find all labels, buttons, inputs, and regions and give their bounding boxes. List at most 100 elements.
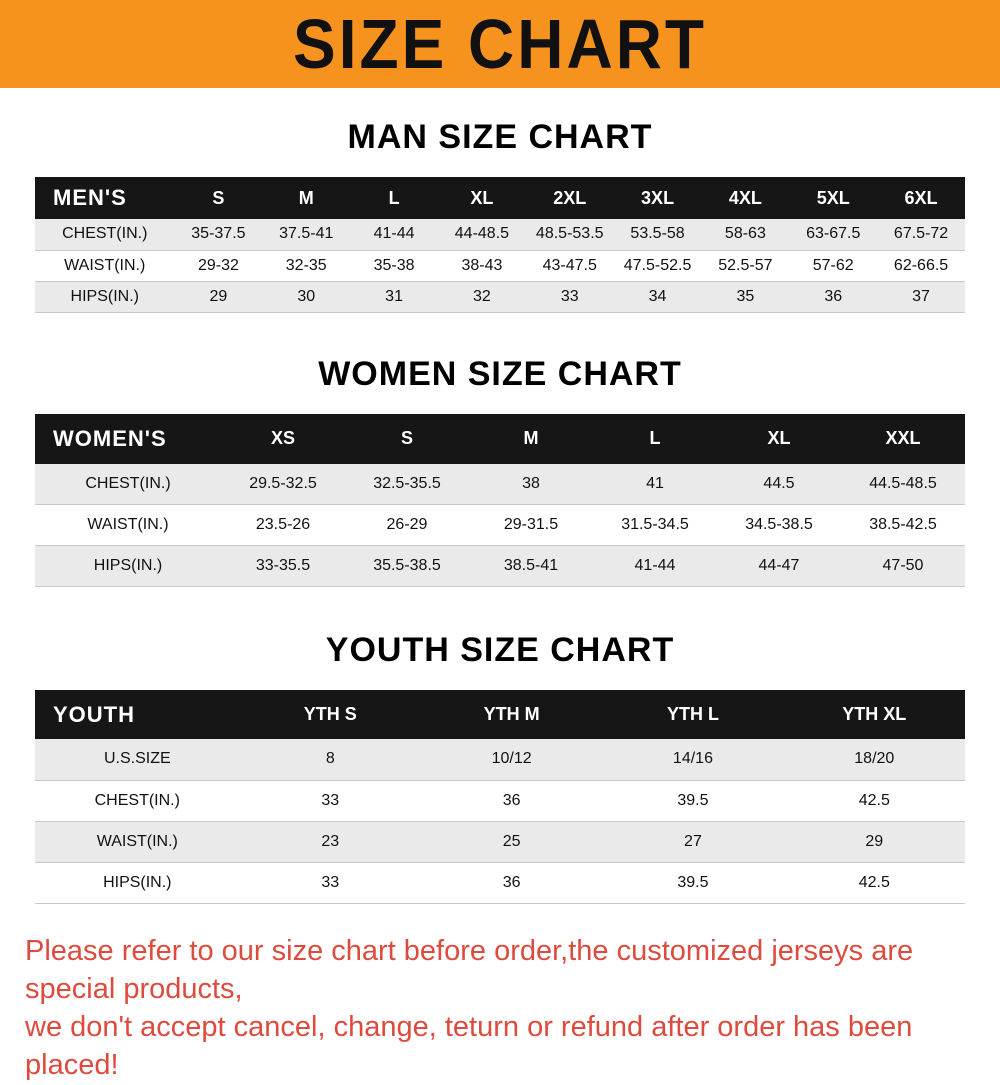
measurement-label: U.S.SIZE <box>103 750 171 768</box>
measurement-value: 29-31.5 <box>503 516 559 533</box>
measurement-value: 27 <box>684 832 702 850</box>
measurement-label: CHEST(IN.) <box>62 225 148 243</box>
measurement-value: 63-67.5 <box>806 225 861 243</box>
measurement-value: 29 <box>865 832 884 850</box>
disclaimer-text: Please refer to our size chart before or… <box>25 932 978 1085</box>
disclaimer-line-1: Please refer to our size chart before or… <box>25 934 914 1005</box>
measurement-value: 37.5-41 <box>279 225 334 243</box>
measurement-value: 57-62 <box>812 256 854 274</box>
measurement-value: 33-35.5 <box>255 557 311 574</box>
measurement-value: 41-44 <box>373 225 415 243</box>
measurement-value: 37 <box>912 287 930 305</box>
banner-title: SIZE CHART <box>293 5 707 83</box>
size-column-header: M <box>469 413 593 464</box>
size-column-header: XL <box>717 413 841 464</box>
measurement-value: 26-29 <box>386 516 428 533</box>
measurement-value: 23 <box>321 832 340 850</box>
youth-size-table: YOUTH YTH S YTH M YTH L YTH XL U.S.SIZE 8 10/12… <box>35 690 965 904</box>
measurement-row: U.S.SIZE 8 10/12 14/16 18/20 <box>35 739 965 780</box>
measurement-value: 18/20 <box>854 750 895 768</box>
measurement-value: 14/16 <box>672 750 713 768</box>
measurement-value: 36 <box>502 791 521 809</box>
women-size-chart-heading: WOMEN SIZE CHART <box>318 354 682 393</box>
table-header-row: YOUTH YTH S YTH M YTH L YTH XL <box>35 690 965 739</box>
measurement-label: CHEST(IN.) <box>85 474 171 492</box>
measurement-value: 29-32 <box>197 256 239 274</box>
size-column-header: 2XL <box>525 177 614 219</box>
measurement-value: 62-66.5 <box>893 256 949 274</box>
size-column-header: S <box>174 177 263 219</box>
measurement-value: 38 <box>522 474 540 492</box>
measurement-value: 35-37.5 <box>191 225 246 243</box>
measurement-label: HIPS(IN.) <box>103 873 172 891</box>
size-column-header: L <box>593 413 717 464</box>
measurement-value: 47-50 <box>882 557 924 574</box>
measurement-value: 29 <box>209 287 228 305</box>
table-title-label: WOMEN'S <box>35 413 221 464</box>
measurement-label: WAIST(IN.) <box>64 256 146 274</box>
measurement-row: WAIST(IN.) 23 25 27 29 <box>35 821 965 862</box>
table-title-label: MEN'S <box>35 177 175 219</box>
measurement-label: HIPS(IN.) <box>93 557 163 574</box>
measurement-row: HIPS(IN.) 33-35.5 35.5-38.5 38.5-41 41-44 44-… <box>35 545 965 587</box>
measurement-value: 29.5-32.5 <box>249 474 317 492</box>
measurement-value: 35-38 <box>373 256 415 274</box>
disclaimer-line-2: we don't accept cancel, change, teturn o… <box>25 1011 913 1082</box>
men-size-table: MEN'S S M L XL 2XL 3XL 4XL 5XL 6XL CHEST(IN.) 35-37… <box>35 177 965 313</box>
measurement-row: WAIST(IN.) 23.5-26 26-29 29-31.5 31.5-34.5 34… <box>35 504 965 546</box>
measurement-value: 44-48.5 <box>454 225 510 243</box>
measurement-row: CHEST(IN.) 33 36 39.5 42.5 <box>35 780 965 821</box>
measurement-value: 32.5-35.5 <box>373 474 441 492</box>
size-column-header: XS <box>221 413 345 464</box>
size-column-header: 5XL <box>789 177 878 219</box>
measurement-value: 25 <box>502 832 521 850</box>
measurement-label: WAIST(IN.) <box>96 832 178 850</box>
measurement-value: 44.5-48.5 <box>869 474 937 492</box>
measurement-value: 42.5 <box>858 791 890 809</box>
measurement-value: 39.5 <box>677 873 709 891</box>
measurement-value: 48.5-53.5 <box>535 225 604 243</box>
women-size-table: WOMEN'S XS S M L XL XXL CHEST(IN.) 29.5-32.5 32.5… <box>35 413 965 588</box>
measurement-label: WAIST(IN.) <box>87 516 169 533</box>
measurement-value: 30 <box>297 287 316 305</box>
table-title-label: YOUTH <box>35 690 240 739</box>
measurement-row: WAIST(IN.) 29-32 32-35 35-38 38-43 43-47.5 47.… <box>35 250 965 281</box>
measurement-value: 34 <box>648 287 667 305</box>
size-chart-banner: SIZE CHART <box>0 0 1000 88</box>
size-column-header: 6XL <box>877 177 965 219</box>
measurement-value: 41 <box>646 474 664 492</box>
measurement-label: CHEST(IN.) <box>94 791 180 809</box>
table-header-row: MEN'S S M L XL 2XL 3XL 4XL 5XL 6XL <box>35 177 965 219</box>
size-column-header: YTH L <box>602 690 784 739</box>
measurement-value: 47.5-52.5 <box>623 256 692 274</box>
measurement-value: 41-44 <box>634 557 676 574</box>
measurement-value: 36 <box>502 873 521 891</box>
measurement-row: CHEST(IN.) 35-37.5 37.5-41 41-44 44-48.5 48.5… <box>35 219 965 250</box>
measurement-row: HIPS(IN.) 29 30 31 32 33 34 35 36 37 <box>35 281 965 312</box>
measurement-value: 33 <box>321 791 340 809</box>
measurement-value: 38.5-41 <box>503 557 559 574</box>
size-column-header: M <box>262 177 351 219</box>
youth-size-chart-heading: YOUTH SIZE CHART <box>325 631 675 669</box>
measurement-value: 67.5-72 <box>893 225 949 243</box>
size-column-header: YTH M <box>420 690 603 739</box>
measurement-value: 44-47 <box>758 557 800 574</box>
size-column-header: YTH S <box>239 690 421 739</box>
size-column-header: XXL <box>841 413 965 464</box>
size-column-header: S <box>345 413 469 464</box>
measurement-value: 10/12 <box>491 750 532 768</box>
measurement-label: HIPS(IN.) <box>70 287 139 305</box>
table-header-row: WOMEN'S XS S M L XL XXL <box>35 413 965 464</box>
measurement-value: 53.5-58 <box>630 225 685 243</box>
size-column-header: 4XL <box>701 177 790 219</box>
measurement-value: 31 <box>385 287 403 305</box>
man-size-chart-heading: MAN SIZE CHART <box>347 118 653 156</box>
measurement-value: 32 <box>473 287 491 305</box>
measurement-value: 8 <box>325 750 335 768</box>
measurement-value: 43-47.5 <box>542 256 597 274</box>
measurement-value: 23.5-26 <box>255 516 311 533</box>
size-column-header: L <box>350 177 438 219</box>
measurement-value: 35.5-38.5 <box>373 557 441 574</box>
size-column-header: YTH XL <box>783 690 965 739</box>
measurement-value: 58-63 <box>724 225 766 243</box>
